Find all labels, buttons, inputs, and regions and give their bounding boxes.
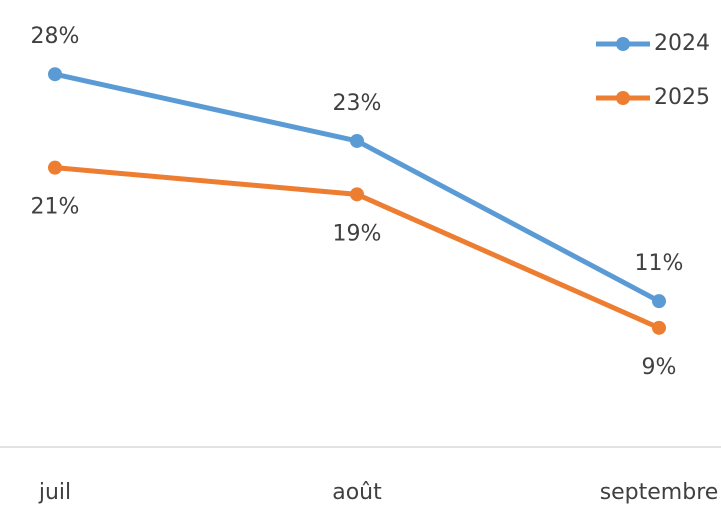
data-label: 21% <box>31 195 80 220</box>
data-label: 19% <box>333 221 382 246</box>
data-point <box>652 320 666 335</box>
data-point <box>652 294 666 309</box>
data-point <box>48 67 62 82</box>
data-label: 9% <box>642 355 677 380</box>
data-label: 28% <box>31 24 80 49</box>
legend-label: 2024 <box>654 31 710 56</box>
data-point <box>350 133 364 148</box>
x-tick-label: juil <box>38 480 71 505</box>
x-tick-label: août <box>332 480 382 505</box>
data-point <box>350 187 364 202</box>
x-tick-label: septembre <box>600 480 719 505</box>
data-label: 23% <box>333 91 382 116</box>
data-label: 11% <box>635 251 684 276</box>
legend-label: 2025 <box>654 85 710 110</box>
legend-marker <box>616 37 630 51</box>
data-point <box>48 160 62 175</box>
legend-marker <box>616 91 630 105</box>
